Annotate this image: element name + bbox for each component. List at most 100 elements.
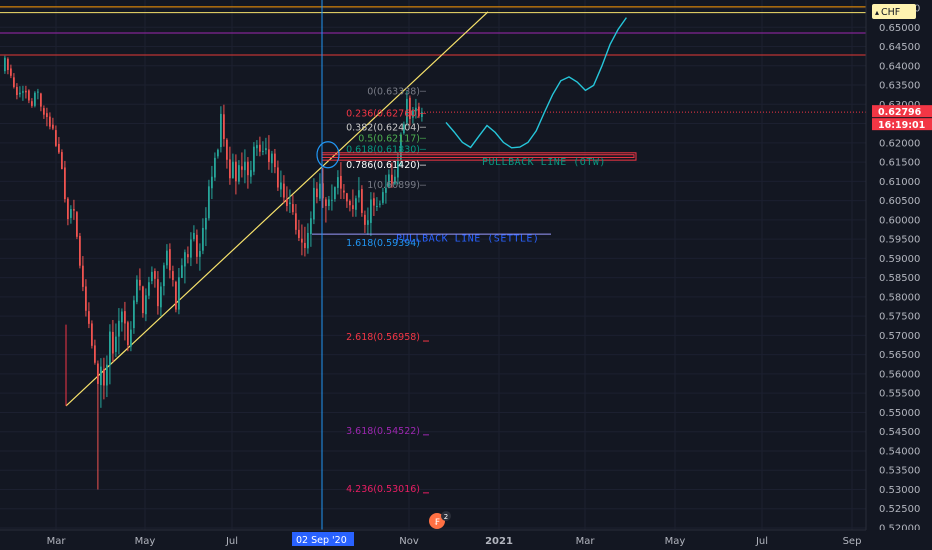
candles — [4, 55, 423, 490]
fib-level-label: 1(0.60899) — [367, 180, 420, 191]
candle — [208, 179, 210, 221]
candle — [217, 148, 219, 159]
fib-extension[interactable]: 0(0.63338)0.236(0.62760)0.382(0.62404)0.… — [346, 86, 429, 495]
candle — [421, 107, 423, 122]
candle — [334, 186, 336, 202]
price-tick-label: 0.63500 — [879, 81, 920, 92]
price-tick-label: 0.54500 — [879, 427, 920, 438]
candle — [34, 91, 36, 108]
candle — [139, 268, 141, 291]
candle — [220, 106, 222, 153]
fib-level-label: 0.236(0.62760) — [346, 109, 420, 120]
time-tick-label: Mar — [47, 536, 67, 547]
candle — [367, 207, 369, 235]
candle — [16, 83, 18, 100]
candle — [304, 226, 306, 257]
candle — [31, 98, 33, 108]
candle — [223, 104, 225, 147]
candle — [175, 280, 177, 313]
price-tick-label: 0.56500 — [879, 350, 920, 361]
candle — [358, 177, 360, 203]
candle — [247, 157, 249, 189]
time-tick-label: May — [135, 536, 156, 547]
candle — [7, 57, 9, 75]
candle — [406, 91, 408, 126]
fib-level-label: 4.236(0.53016) — [346, 484, 420, 495]
candle — [310, 211, 312, 247]
pullback-otw-label: PULLBACK LINE (OTW) — [482, 157, 606, 168]
candle — [133, 295, 135, 334]
price-tick-label: 0.59000 — [879, 254, 920, 265]
fib-level-label: 0.786(0.61420) — [346, 160, 420, 171]
candle — [259, 136, 261, 157]
trend-lines[interactable] — [65, 11, 489, 407]
candle — [283, 175, 285, 204]
last-price-label: 0.62796 16:19:01 — [872, 105, 932, 131]
candle — [61, 149, 63, 170]
price-axis[interactable]: 0.655000.650000.645000.640000.635000.630… — [865, 0, 932, 550]
candle — [136, 275, 138, 305]
fib-level-label: 1.618(0.59394) — [346, 238, 420, 249]
candle — [73, 199, 75, 220]
candle — [409, 95, 411, 126]
svg-text:CHF: CHF — [881, 7, 900, 18]
time-axis[interactable]: Mar May Jul Nov 2021 Mar May Jul Sep — [0, 529, 932, 550]
candle — [214, 152, 216, 181]
candle — [181, 258, 183, 279]
price-tick-label: 0.64500 — [879, 42, 920, 53]
candle — [157, 271, 159, 315]
candle — [340, 162, 342, 200]
candle — [163, 262, 165, 296]
candle — [349, 199, 351, 212]
svg-text:0.62796: 0.62796 — [878, 107, 922, 118]
crosshair-date-label: 02 Sep '20 — [292, 532, 354, 546]
candle — [238, 160, 240, 185]
horizontal-levels[interactable] — [0, 6, 866, 113]
candle — [286, 186, 288, 212]
time-tick-label: Nov — [399, 536, 419, 547]
price-tick-label: 0.57000 — [879, 331, 920, 342]
candle — [160, 282, 162, 317]
candle — [166, 244, 168, 269]
candle — [58, 137, 60, 154]
price-tick-label: 0.52500 — [879, 504, 920, 515]
svg-text:16:19:01: 16:19:01 — [878, 120, 925, 131]
candle — [85, 279, 87, 317]
candle — [64, 160, 66, 203]
grid — [0, 0, 866, 530]
projection-path[interactable] — [445, 17, 627, 149]
fib-level-label: 2.618(0.56958) — [346, 332, 420, 343]
price-tick-label: 0.64000 — [879, 61, 920, 72]
currency-icon: ₣ — [434, 518, 440, 528]
candle — [82, 256, 84, 292]
candle — [370, 192, 372, 237]
candle — [109, 324, 111, 385]
candle — [49, 112, 51, 130]
price-tick-label: 0.65000 — [879, 23, 920, 34]
candle — [373, 192, 375, 216]
candle — [307, 223, 309, 254]
candle — [262, 141, 264, 156]
support-trendline[interactable] — [65, 11, 489, 407]
fib-level-label: 0.382(0.62404) — [346, 122, 420, 133]
candle — [277, 160, 279, 191]
price-tick-label: 0.61500 — [879, 158, 920, 169]
candle — [379, 200, 381, 208]
fib-level-label: 0.618(0.61830) — [346, 144, 420, 155]
candle — [79, 232, 81, 269]
candle — [226, 138, 228, 169]
candle — [301, 224, 303, 256]
candle — [355, 195, 357, 217]
candle — [394, 169, 396, 186]
fib-618-circle[interactable] — [316, 141, 340, 169]
candle — [25, 85, 27, 99]
news-badge[interactable]: ₣ 2 — [429, 511, 451, 529]
candle — [388, 169, 390, 189]
candle — [295, 204, 297, 235]
candle — [76, 210, 78, 240]
candle — [121, 308, 123, 332]
time-tick-label: Sep — [843, 536, 862, 547]
candle — [130, 321, 132, 352]
candle — [196, 229, 198, 264]
